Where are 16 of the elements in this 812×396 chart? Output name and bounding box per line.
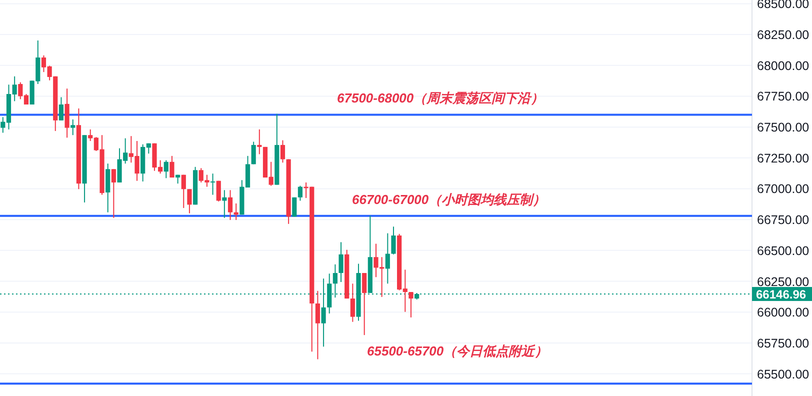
ref-line-label: 66146.96 (756, 287, 806, 302)
ref-line-label: 66700-67000（小时图均线压制） (352, 192, 546, 207)
y-tick-label: 68000.00 (757, 58, 810, 73)
y-tick-label: 67000.00 (757, 182, 810, 196)
ref-line-label: 65500-65700（今日低点附近） (367, 344, 548, 359)
y-tick-label: 65750.00 (757, 336, 810, 350)
ref-line-label: 67500-68000（周末震荡区间下沿） (337, 90, 544, 106)
y-tick-label: 68250.00 (757, 28, 810, 42)
y-tick-label: 67500.00 (757, 120, 810, 135)
y-tick-label: 66250.00 (757, 274, 810, 289)
y-tick-label: 66500.00 (757, 244, 810, 258)
y-tick-label: 66000.00 (757, 306, 810, 320)
y-tick-label: 66750.00 (757, 213, 810, 228)
y-tick-label: 65500.00 (757, 367, 810, 382)
y-tick-label: 67250.00 (757, 151, 810, 166)
y-tick-label: 67750.00 (757, 90, 810, 104)
